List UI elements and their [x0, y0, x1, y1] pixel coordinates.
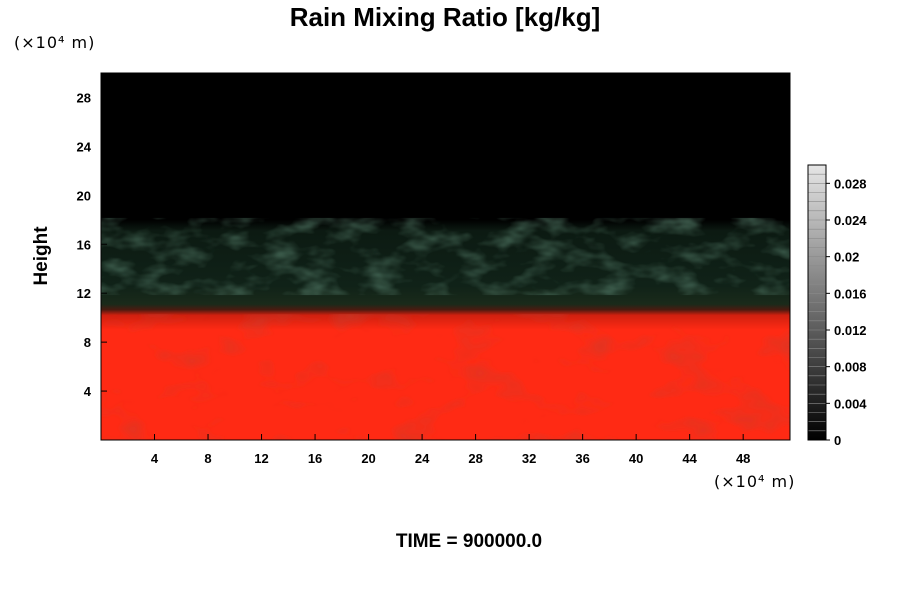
x-tick-label: 4	[151, 451, 159, 466]
plot-area	[100, 72, 791, 441]
x-tick-label: 20	[361, 451, 375, 466]
x-tick-label: 12	[254, 451, 268, 466]
colorbar-tick-label: 0.028	[834, 176, 867, 191]
x-unit-label: (×10⁴ m)	[714, 472, 796, 491]
x-tick-label: 32	[522, 451, 536, 466]
y-tick-label: 16	[77, 237, 91, 252]
colorbar-tick-label: 0.008	[834, 360, 867, 375]
x-tick-label: 48	[736, 451, 750, 466]
y-tick-label: 28	[77, 90, 91, 105]
colorbar-tick-label: 0.004	[834, 396, 867, 411]
x-tick-label: 36	[575, 451, 589, 466]
time-label: TIME = 900000.0	[395, 531, 543, 552]
colorbar-tick-label: 0.012	[834, 323, 867, 338]
x-tick-label: 16	[308, 451, 322, 466]
colorbar-tick-label: 0.016	[834, 286, 867, 301]
x-tick-label: 40	[629, 451, 643, 466]
chart-title: Rain Mixing Ratio [kg/kg]	[289, 2, 601, 32]
y-tick-label: 8	[84, 335, 91, 350]
colorbar-tick-label: 0.024	[834, 213, 867, 228]
x-tick-label: 24	[415, 451, 430, 466]
y-tick-label: 20	[77, 188, 91, 203]
y-unit-label: (×10⁴ m)	[14, 33, 96, 52]
y-tick-label: 24	[77, 139, 92, 154]
colorbar-frame	[807, 164, 827, 441]
plot-frame	[100, 72, 791, 441]
x-tick-label: 44	[682, 451, 697, 466]
colorbar-tick-label: 0.02	[834, 250, 859, 265]
colorbar-tick-label: 0	[834, 433, 841, 448]
y-tick-label: 12	[77, 286, 91, 301]
lower-layer-texture	[101, 313, 790, 440]
x-tick-label: 8	[204, 451, 211, 466]
x-axis: 4 8 12 16 20 24 28 32 36 40 44 48	[151, 434, 750, 466]
upper-layer-texture	[101, 217, 790, 296]
y-axis: 4 8 12 16 20 24 28	[77, 90, 107, 399]
y-tick-label: 4	[84, 384, 92, 399]
x-tick-label: 28	[468, 451, 482, 466]
colorbar: 0 0.004 0.008 0.012 0.016 0.02 0.024 0.028	[807, 164, 867, 448]
